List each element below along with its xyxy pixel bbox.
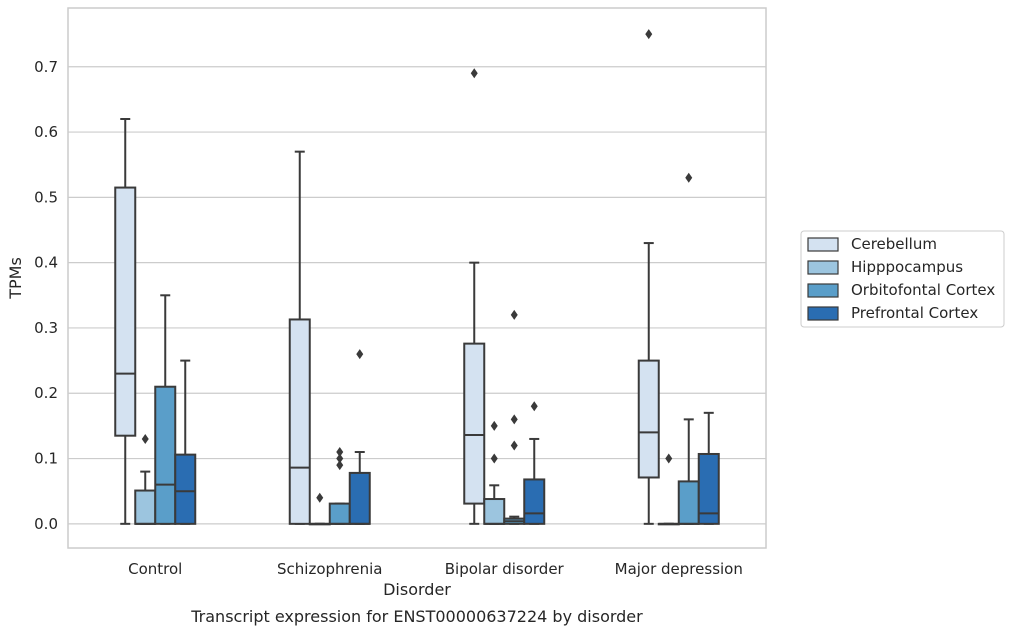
box-body xyxy=(637,359,660,479)
y-axis-label: TPMs xyxy=(6,257,25,300)
y-tick-label: 0.4 xyxy=(34,254,58,272)
box xyxy=(174,359,197,525)
box-body xyxy=(483,498,506,525)
y-tick-label: 0.6 xyxy=(34,123,58,141)
box-body xyxy=(348,471,371,525)
x-tick-label: Control xyxy=(128,560,182,578)
legend-swatch xyxy=(807,283,839,298)
box-body xyxy=(288,318,311,525)
box xyxy=(657,453,680,526)
box-body xyxy=(114,186,137,437)
y-axis-ticks: 0.0 0.1 0.2 0.3 0.4 0.5 0.6 0.7 xyxy=(34,58,58,533)
legend-frame xyxy=(800,230,1005,328)
y-tick-label: 0.5 xyxy=(34,188,58,206)
box-body xyxy=(154,385,177,525)
y-tick-label: 0.3 xyxy=(34,319,58,337)
outlier-point xyxy=(356,349,364,360)
box xyxy=(114,118,137,525)
outlier-point xyxy=(470,68,478,79)
outlier-point xyxy=(510,414,518,425)
legend-swatch xyxy=(807,260,839,275)
x-tick-label: Major depression xyxy=(615,560,743,578)
legend-label: Orbitofontal Cortex xyxy=(851,281,995,299)
box-body xyxy=(677,480,700,525)
y-tick-label: 0.1 xyxy=(34,450,58,468)
box xyxy=(637,29,660,525)
x-axis-ticks: Control Schizophrenia Bipolar disorder Majo… xyxy=(128,560,743,578)
box-body xyxy=(134,489,157,525)
box-body xyxy=(523,478,546,525)
y-tick-label: 0.0 xyxy=(34,515,58,533)
box xyxy=(288,150,311,525)
box xyxy=(463,68,486,525)
box xyxy=(348,349,371,525)
x-tick-label: Schizophrenia xyxy=(277,560,382,578)
box xyxy=(697,411,720,525)
box xyxy=(328,447,351,525)
box-groups xyxy=(114,29,720,526)
outlier-point xyxy=(685,172,693,183)
legend-swatch xyxy=(807,306,839,321)
box-body xyxy=(697,452,720,525)
legend-swatch xyxy=(807,237,839,252)
box-body xyxy=(174,453,197,525)
box xyxy=(134,433,157,525)
box xyxy=(483,420,506,525)
outlier-point xyxy=(510,309,518,320)
outlier-point xyxy=(336,460,344,471)
y-tick-label: 0.2 xyxy=(34,384,58,402)
outlier-point xyxy=(316,492,324,503)
legend: Cerebellum Hipppocampus Orbitofontal Corte… xyxy=(800,230,1005,328)
outlier-point xyxy=(141,433,149,444)
outlier-point xyxy=(665,453,673,464)
outlier-point xyxy=(530,401,538,412)
legend-label: Prefrontal Cortex xyxy=(851,304,978,322)
chart-caption: Transcript expression for ENST0000063722… xyxy=(190,607,643,626)
outlier-point xyxy=(645,29,653,40)
y-tick-label: 0.7 xyxy=(34,58,58,76)
legend-label: Hipppocampus xyxy=(851,258,963,276)
x-tick-label: Bipolar disorder xyxy=(445,560,565,578)
outlier-point xyxy=(336,447,344,458)
box xyxy=(523,401,546,525)
box-body xyxy=(463,342,486,505)
legend-label: Cerebellum xyxy=(851,235,937,253)
box-body xyxy=(328,502,351,525)
outlier-point xyxy=(490,420,498,431)
outlier-point xyxy=(490,453,498,464)
outlier-point xyxy=(510,440,518,451)
outlier-point xyxy=(336,453,344,464)
x-axis-label: Disorder xyxy=(383,580,451,599)
